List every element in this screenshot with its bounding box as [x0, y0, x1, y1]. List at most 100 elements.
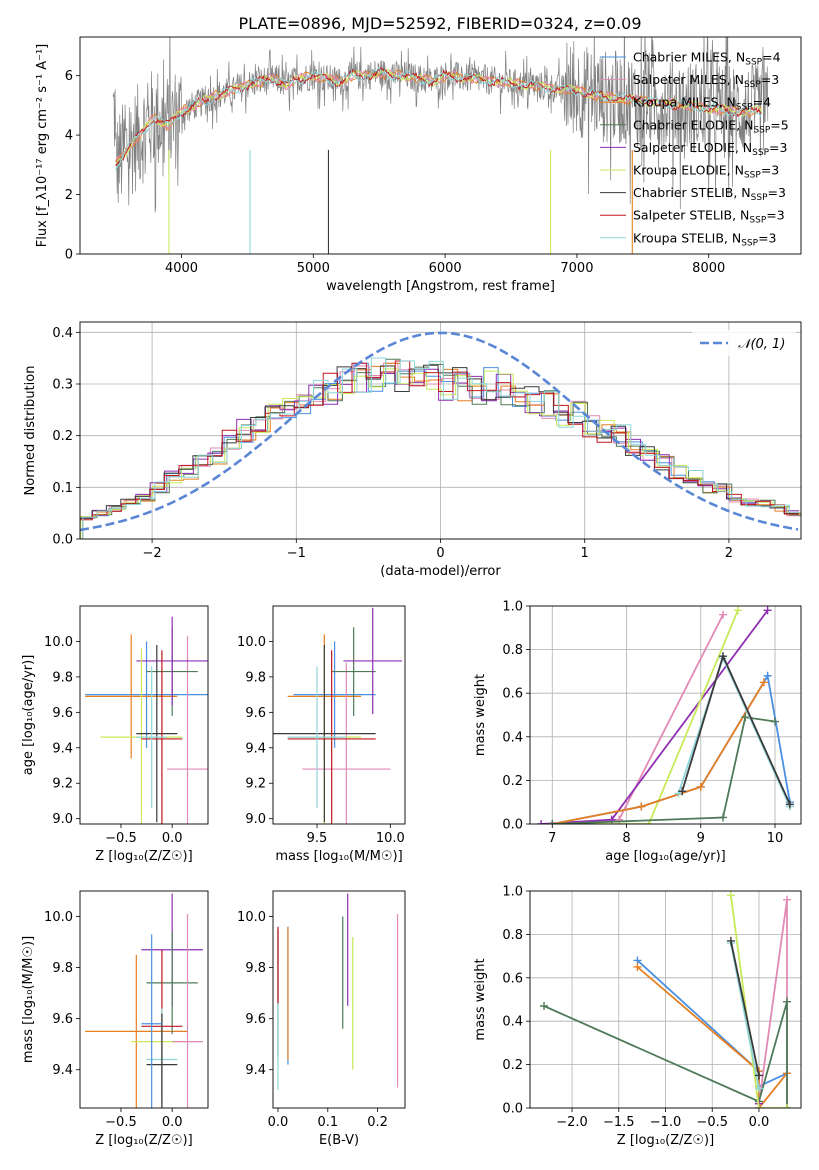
series-line-kroupa_elodie — [552, 610, 739, 824]
y-tick-label: 0.4 — [52, 326, 73, 341]
x-tick-label: 0 — [436, 546, 444, 561]
chart-mass_vs_ebv: 0.0 0.1 0.2 9.4 9.6 9.8 10.0 E(B-V) — [237, 890, 406, 1148]
x-tick-label: 0.0 — [268, 1115, 289, 1130]
y-tick-label: 0.8 — [502, 643, 523, 658]
data-layer — [273, 607, 403, 824]
histogram-chabrier_miles — [80, 362, 801, 539]
plot-area — [80, 891, 208, 1108]
series-marker — [726, 891, 735, 900]
x-tick-label: −2 — [143, 546, 162, 561]
chart-age_vs_mass: 9.5 10.0 9.0 9.2 9.4 9.6 9.8 10.0 mass [log₁₀(M/… — [237, 605, 406, 864]
y-tick-label: 0.2 — [52, 429, 73, 444]
data-layer — [80, 331, 801, 539]
legend-label: Chabrier MILES, NSSP=4 — [633, 50, 781, 68]
series-marker — [782, 895, 791, 904]
x-axis-label: wavelength [Angstrom, rest frame] — [326, 279, 555, 294]
series-line-chabrier_elodie — [552, 716, 776, 824]
y-axis-label: mass [log₁₀(M/M☉)] — [21, 936, 36, 1063]
axes-frame — [529, 605, 802, 825]
y-tick-label: 9.8 — [245, 961, 266, 976]
series-marker — [763, 606, 772, 615]
series-marker — [763, 671, 772, 680]
y-tick-label: 0 — [65, 248, 73, 263]
y-tick-label: 0.0 — [502, 818, 523, 833]
series-marker — [782, 997, 791, 1006]
y-tick-label: 9.6 — [52, 1012, 73, 1027]
axes-frame — [79, 890, 209, 1109]
x-tick-label: −2.0 — [556, 1115, 588, 1130]
x-tick-label: 0.0 — [749, 1115, 770, 1130]
plot-area — [80, 606, 208, 824]
plot-area — [530, 606, 801, 824]
series-marker — [719, 813, 728, 822]
x-tick-label: 9.5 — [307, 831, 328, 846]
y-axis-label: Normed distribution — [23, 366, 38, 496]
series-marker — [633, 962, 642, 971]
x-axis-label: E(B-V) — [319, 1133, 359, 1148]
y-tick-label: 4 — [65, 129, 73, 144]
y-axis-label: mass weight — [473, 674, 488, 756]
series-marker — [696, 782, 705, 791]
plot-area — [273, 891, 405, 1108]
y-tick-label: 0.8 — [502, 928, 523, 943]
data-layer — [85, 893, 203, 1108]
x-tick-label: 9 — [697, 831, 705, 846]
model-spectrum-salpeter_stelib — [115, 66, 762, 167]
model-spectrum-kroupa_elodie — [115, 68, 762, 164]
y-tick-label: 9.0 — [52, 812, 73, 827]
x-axis-label: Z [log₁₀(Z/Z☉)] — [617, 1133, 714, 1148]
histogram-salpeter_stelib — [80, 360, 799, 521]
axes-frame — [272, 605, 406, 825]
x-tick-label: 7000 — [560, 261, 593, 276]
x-tick-label: 0.1 — [317, 1115, 338, 1130]
series-marker — [754, 1104, 763, 1108]
x-tick-label: 1 — [581, 546, 589, 561]
x-tick-label: −0.5 — [105, 831, 137, 846]
series-marker — [759, 678, 768, 687]
x-tick-label: 10.0 — [376, 831, 405, 846]
data-layer — [537, 606, 794, 824]
legend-label: Kroupa STELIB, NSSP=3 — [633, 230, 777, 248]
chart-age_vs_Z: −0.5 0.0 9.0 9.2 9.4 9.6 9.8 10.0 Z [log₁₀(Z/Z☉)… — [21, 605, 209, 864]
x-axis-label: mass [log₁₀(M/M☉)] — [275, 849, 402, 864]
series-line-chabrier_stelib — [730, 940, 760, 1076]
y-tick-label: 2 — [65, 188, 73, 203]
histogram-kroupa_stelib — [82, 357, 801, 539]
y-tick-label: 9.6 — [245, 706, 266, 721]
axes-frame — [79, 605, 209, 825]
legend-label: Salpeter ELODIE, NSSP=3 — [633, 140, 787, 158]
series-marker — [771, 717, 780, 726]
y-tick-label: 9.6 — [245, 1012, 266, 1027]
y-tick-label: 6 — [65, 69, 73, 84]
figure-title: PLATE=0896, MJD=52592, FIBERID=0324, z=0… — [238, 14, 641, 33]
x-axis-label: Z [log₁₀(Z/Z☉)] — [95, 849, 192, 864]
x-tick-label: 10 — [767, 831, 784, 846]
series-marker — [537, 820, 546, 824]
series-line-kroupa_miles — [552, 681, 765, 824]
series-marker — [548, 820, 557, 824]
y-tick-label: 9.4 — [52, 1063, 73, 1078]
y-tick-label: 9.8 — [52, 670, 73, 685]
x-axis-label: (data-model)/error — [380, 564, 501, 579]
axes-frame — [529, 890, 802, 1109]
legend-label: Chabrier STELIB, NSSP=3 — [633, 185, 786, 203]
chart-residuals: −2 −1 0 1 2 0.0 0.1 0.2 0.3 0.4 (data-model)/error… — [23, 321, 802, 579]
series-marker — [678, 787, 687, 796]
x-axis-label: age [log₁₀(age/yr)] — [605, 849, 726, 864]
y-tick-label: 9.8 — [52, 961, 73, 976]
y-tick-label: 9.4 — [245, 741, 266, 756]
y-tick-label: 0.6 — [502, 687, 523, 702]
series-line-kroupa_elodie — [730, 895, 787, 1108]
chart-weight_vs_Z: −2.0 −1.5 −1.0 −0.5 0.0 0.0 0.2 0.4 0.6 0.8 1.0 Z [… — [473, 885, 802, 1148]
y-tick-label: 10.0 — [237, 635, 266, 650]
series-marker — [785, 800, 794, 809]
data-layer — [112, 37, 769, 254]
axes-frame — [272, 890, 406, 1109]
y-tick-label: 9.8 — [245, 670, 266, 685]
y-tick-label: 10.0 — [44, 635, 73, 650]
legend-label: Chabrier ELODIE, NSSP=5 — [633, 117, 789, 135]
y-axis-label: Flux [f_λ10⁻¹⁷ erg cm⁻² s⁻¹ A⁻¹] — [35, 44, 50, 248]
x-tick-label: −0.5 — [105, 1115, 137, 1130]
x-tick-label: 4000 — [165, 261, 198, 276]
y-tick-label: 0.4 — [502, 730, 523, 745]
